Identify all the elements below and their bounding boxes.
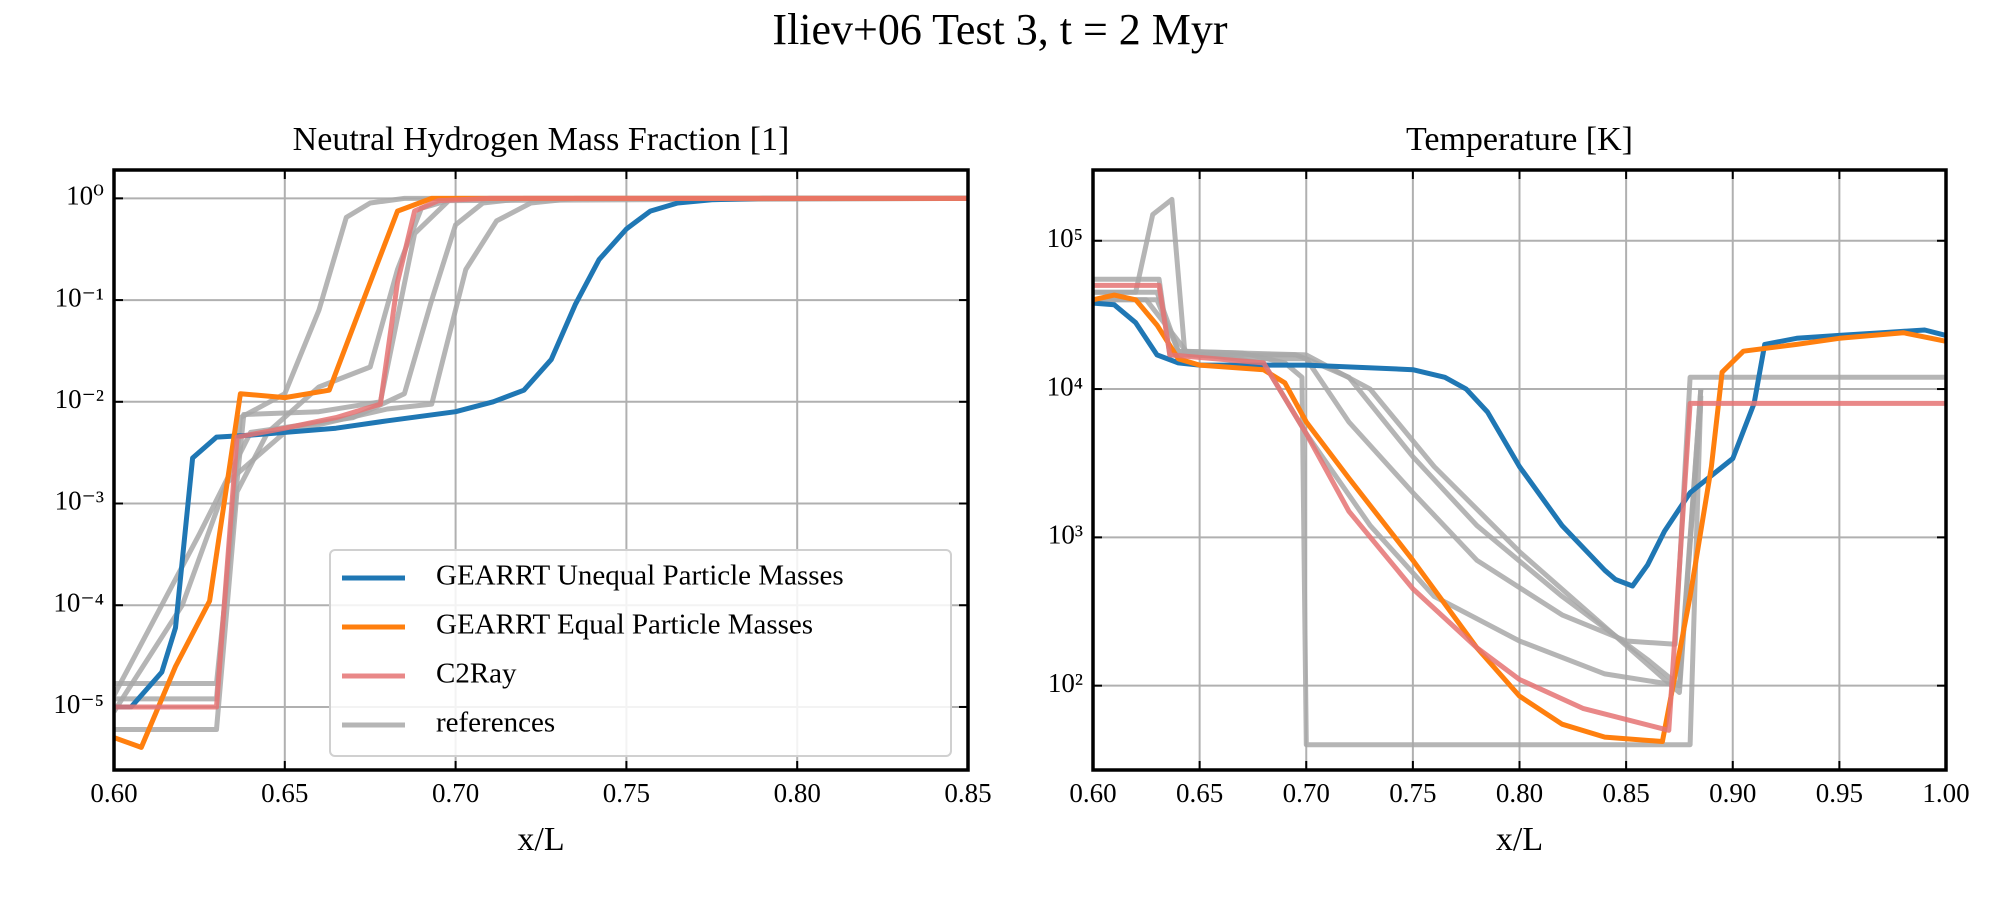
series-line: [1093, 300, 1946, 589]
x-tick-label: 0.85: [944, 778, 991, 808]
figure-title: Iliev+06 Test 3, t = 2 Myr: [772, 5, 1227, 54]
x-axis-label: x/L: [517, 821, 564, 858]
x-tick-label: 0.60: [90, 778, 137, 808]
panel-title: Temperature [K]: [1406, 121, 1633, 158]
axes-frame: [112, 168, 970, 772]
x-tick-label: 0.60: [1069, 778, 1116, 808]
plot-lines: [1093, 196, 1946, 748]
reference-line: [114, 195, 968, 713]
x-tick-label: 0.90: [1709, 778, 1756, 808]
legend-label: C2Ray: [436, 658, 517, 690]
reference-line: [1093, 297, 1704, 689]
legend-box: [329, 549, 952, 757]
y-tick-label: 10⁻⁴: [53, 587, 104, 617]
x-tick-label: 0.70: [432, 778, 479, 808]
y-tick-label: 10³: [1048, 520, 1083, 550]
x-tick-label: 0.65: [261, 778, 308, 808]
y-tick-label: 10⁵: [1047, 223, 1083, 253]
legend-label: references: [436, 707, 555, 739]
x-tick-label: 0.95: [1816, 778, 1863, 808]
y-tick-label: 10⁻¹: [55, 282, 104, 312]
x-tick-label: 0.80: [1496, 778, 1543, 808]
x-tick-label: 0.80: [774, 778, 821, 808]
series-line: [114, 195, 968, 710]
x-tick-label: 1.00: [1922, 778, 1969, 808]
reference-line: [1093, 297, 1704, 689]
x-tick-label: 0.85: [1603, 778, 1650, 808]
panel-title: Neutral Hydrogen Mass Fraction [1]: [293, 121, 790, 158]
plot-lines: [114, 195, 968, 750]
y-tick-label: 10⁻³: [55, 486, 104, 516]
panel: Neutral Hydrogen Mass Fraction [1] x/L 0.6…: [53, 121, 991, 858]
x-tick-label: 0.75: [603, 778, 650, 808]
y-tick-label: 10⁻²: [55, 384, 104, 414]
series-line: [114, 195, 968, 710]
legend-label: GEARRT Equal Particle Masses: [436, 609, 813, 641]
series-line: [114, 195, 968, 750]
x-tick-label: 0.70: [1283, 778, 1330, 808]
y-tick-label: 10⁴: [1047, 371, 1083, 401]
y-tick-label: 10⁰: [66, 181, 104, 211]
legend-label: GEARRT Unequal Particle Masses: [436, 560, 844, 592]
y-tick-label: 10²: [1048, 668, 1083, 698]
panel: Temperature [K] x/L 0.60 0.65 0.70 0.75 0.80 0.…: [1047, 121, 1970, 858]
x-tick-label: 0.65: [1176, 778, 1223, 808]
x-tick-label: 0.75: [1389, 778, 1436, 808]
series-line: [1093, 282, 1946, 733]
y-tick-label: 10⁻⁵: [53, 689, 104, 719]
axes-frame: [1091, 168, 1948, 772]
x-axis-label: x/L: [1496, 821, 1543, 858]
